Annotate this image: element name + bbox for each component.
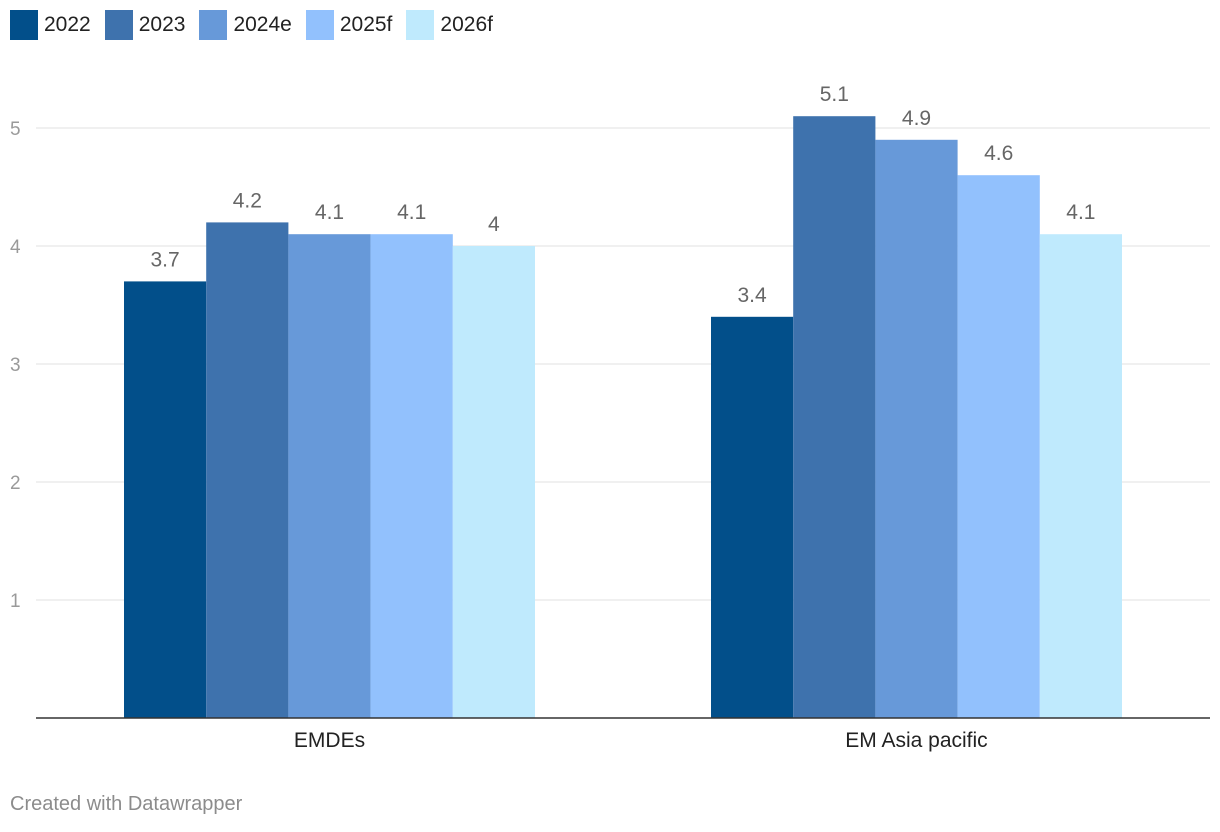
y-tick-label: 4 [10, 237, 21, 258]
data-label: 4.1 [397, 201, 426, 224]
bar-2022 [124, 281, 206, 718]
data-label: 4.1 [315, 201, 344, 224]
bar-2024e [875, 140, 957, 718]
y-tick-label: 2 [10, 473, 21, 494]
bar-2022 [711, 317, 793, 718]
bar-2024e [288, 234, 370, 718]
y-tick-label: 1 [10, 591, 21, 612]
data-label: 4 [488, 213, 500, 236]
x-category-label: EMDEs [294, 729, 365, 752]
bar-2023 [206, 222, 288, 718]
data-label: 4.1 [1066, 201, 1095, 224]
bar-2025f [371, 234, 453, 718]
bar-2023 [793, 116, 875, 718]
data-label: 5.1 [820, 83, 849, 106]
bar-2026f [1040, 234, 1122, 718]
data-label: 4.9 [902, 107, 931, 130]
data-label: 4.6 [984, 142, 1013, 165]
data-label: 4.2 [233, 189, 262, 212]
y-tick-label: 5 [10, 119, 21, 140]
datawrapper-credit: Created with Datawrapper [10, 793, 242, 816]
data-label: 3.7 [150, 248, 179, 271]
y-tick-label: 3 [10, 355, 21, 376]
data-label: 3.4 [737, 284, 767, 307]
x-category-label: EM Asia pacific [845, 729, 987, 752]
bar-2025f [958, 175, 1040, 718]
bar-2026f [453, 246, 535, 718]
bar-chart: 1 2 3 4 5 3.7 3.4 4.2 5.1 4.1 4.9 4.1 4.6 4 4.1 EMDEs EM… [0, 0, 1220, 780]
